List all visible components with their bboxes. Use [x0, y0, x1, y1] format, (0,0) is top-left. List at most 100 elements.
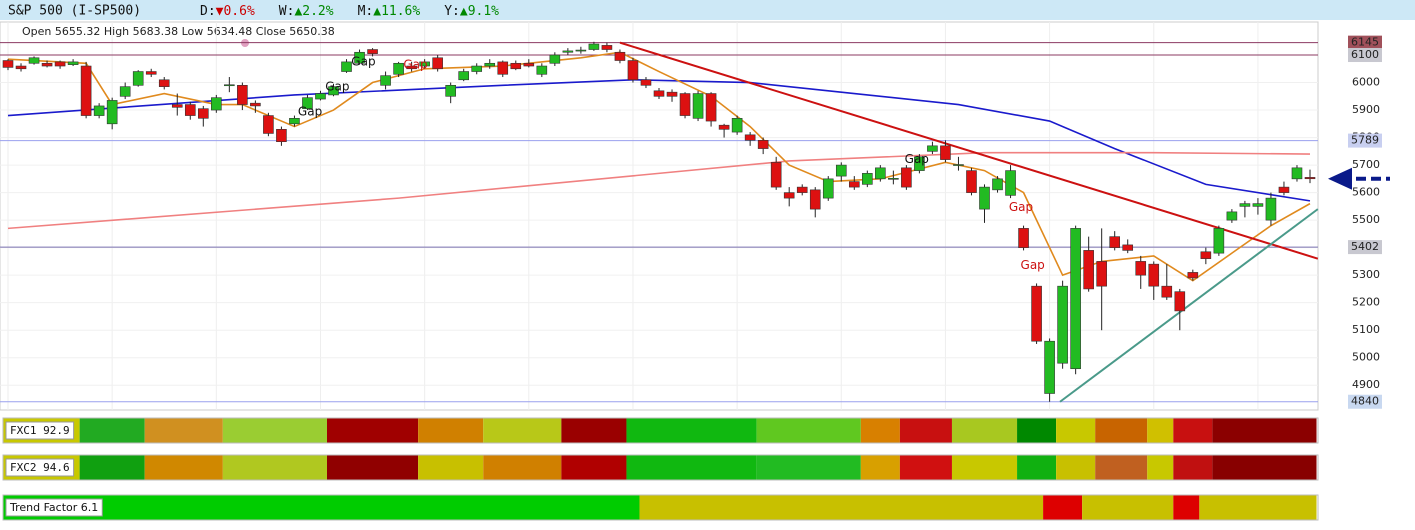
header-item: Y:▲9.1% — [444, 4, 499, 19]
strip-cell — [79, 455, 145, 480]
y-tick-label: 5700 — [1352, 158, 1380, 171]
strip-cell — [1082, 495, 1174, 520]
candle-body — [757, 140, 769, 149]
strip-cell — [327, 455, 419, 480]
candle-body — [119, 86, 131, 97]
candle-body — [901, 167, 912, 188]
candle-body — [93, 105, 105, 116]
candle-body — [979, 186, 990, 210]
strip-cell — [1147, 455, 1174, 480]
strip-label: FXC1 92.9 — [10, 424, 70, 437]
price-arrow — [1328, 167, 1352, 190]
candle-body — [224, 84, 235, 87]
candle-body — [315, 93, 326, 100]
candle-body — [953, 164, 964, 166]
strip-cell — [1056, 455, 1096, 480]
strip-cell — [951, 455, 1018, 480]
candle-body — [380, 75, 391, 86]
strip-label-bg — [5, 458, 75, 477]
candle-body — [106, 100, 118, 125]
candle-body — [1083, 250, 1094, 290]
strip-frame — [2, 417, 1319, 444]
level-label: 5402 — [1351, 240, 1379, 253]
candle-body — [237, 84, 248, 105]
annotation: Gap — [1021, 258, 1045, 272]
strip-label-bg — [5, 498, 103, 517]
candle-body — [888, 178, 899, 180]
candle-body — [835, 164, 847, 177]
y-tick-label: 5000 — [1352, 351, 1380, 364]
candle-body — [445, 84, 456, 97]
candle-body — [1174, 291, 1186, 312]
strip-cell — [1043, 495, 1083, 520]
annotation: Gap — [905, 152, 929, 166]
candle-body — [1031, 285, 1042, 342]
y-tick-label: 5600 — [1352, 186, 1380, 199]
header-bar — [0, 0, 1415, 20]
header-value: ▲2.2% — [294, 4, 333, 19]
candle-body — [1252, 203, 1264, 207]
candle-body — [705, 93, 717, 122]
level-box — [1348, 48, 1382, 63]
level-box — [1348, 35, 1382, 50]
candle-body — [1187, 272, 1199, 279]
candle-body — [145, 71, 157, 75]
strip-cell — [79, 418, 145, 443]
candle-body — [184, 104, 196, 116]
strip-cell — [626, 418, 757, 443]
candle-body — [640, 79, 652, 86]
candle-body — [1070, 228, 1081, 370]
strip-cell — [1173, 455, 1213, 480]
strip-cell — [1017, 418, 1057, 443]
y-tick-label: 5500 — [1352, 213, 1380, 226]
strip-cell — [1095, 455, 1148, 480]
candle-body — [1096, 261, 1107, 287]
trend-line — [1059, 208, 1319, 403]
candle-body — [158, 79, 170, 87]
candle-body — [211, 97, 222, 111]
candle-body — [354, 51, 365, 64]
candle-body — [914, 156, 925, 171]
candle-body — [263, 115, 274, 134]
candle-body — [132, 71, 144, 86]
candle-body — [783, 192, 795, 199]
candle-body — [718, 124, 730, 130]
candle-body — [393, 62, 404, 75]
ma-line — [7, 78, 1311, 202]
candle-body — [1135, 261, 1147, 276]
annotation: Gap — [351, 54, 375, 68]
strip-label: FXC2 94.6 — [10, 461, 70, 474]
candle-body — [744, 134, 756, 141]
y-tick-label: 5900 — [1352, 103, 1380, 116]
candle-body — [198, 108, 209, 119]
level-box — [1348, 240, 1382, 255]
candle-body — [1018, 228, 1029, 248]
candle-body — [289, 118, 300, 125]
y-tick-label: 5200 — [1352, 296, 1380, 309]
level-box — [1348, 394, 1382, 409]
candle-body — [1226, 211, 1238, 221]
candle-body — [653, 90, 665, 97]
ma-line — [7, 151, 1311, 230]
candle-body — [1044, 340, 1055, 394]
y-tick-label: 5100 — [1352, 323, 1380, 336]
y-tick-label: 4900 — [1352, 378, 1380, 391]
strip-cell — [756, 418, 861, 443]
candle-body — [627, 60, 639, 81]
strip-label: Trend Factor 6.1 — [9, 501, 98, 514]
strip-cell — [3, 495, 640, 520]
candle-body — [601, 45, 613, 50]
candle-body — [1109, 236, 1120, 248]
strip-cell — [860, 455, 900, 480]
candle-body — [523, 62, 535, 67]
strip-cell — [1056, 418, 1096, 443]
candle-body — [875, 167, 886, 180]
candle-body — [171, 104, 183, 108]
candle-body — [1057, 285, 1068, 364]
annotation: Gap — [298, 104, 322, 118]
header-label: D: — [200, 4, 216, 19]
strip-cell — [1147, 418, 1174, 443]
candle-body — [276, 129, 287, 143]
strip-cell — [1173, 495, 1200, 520]
